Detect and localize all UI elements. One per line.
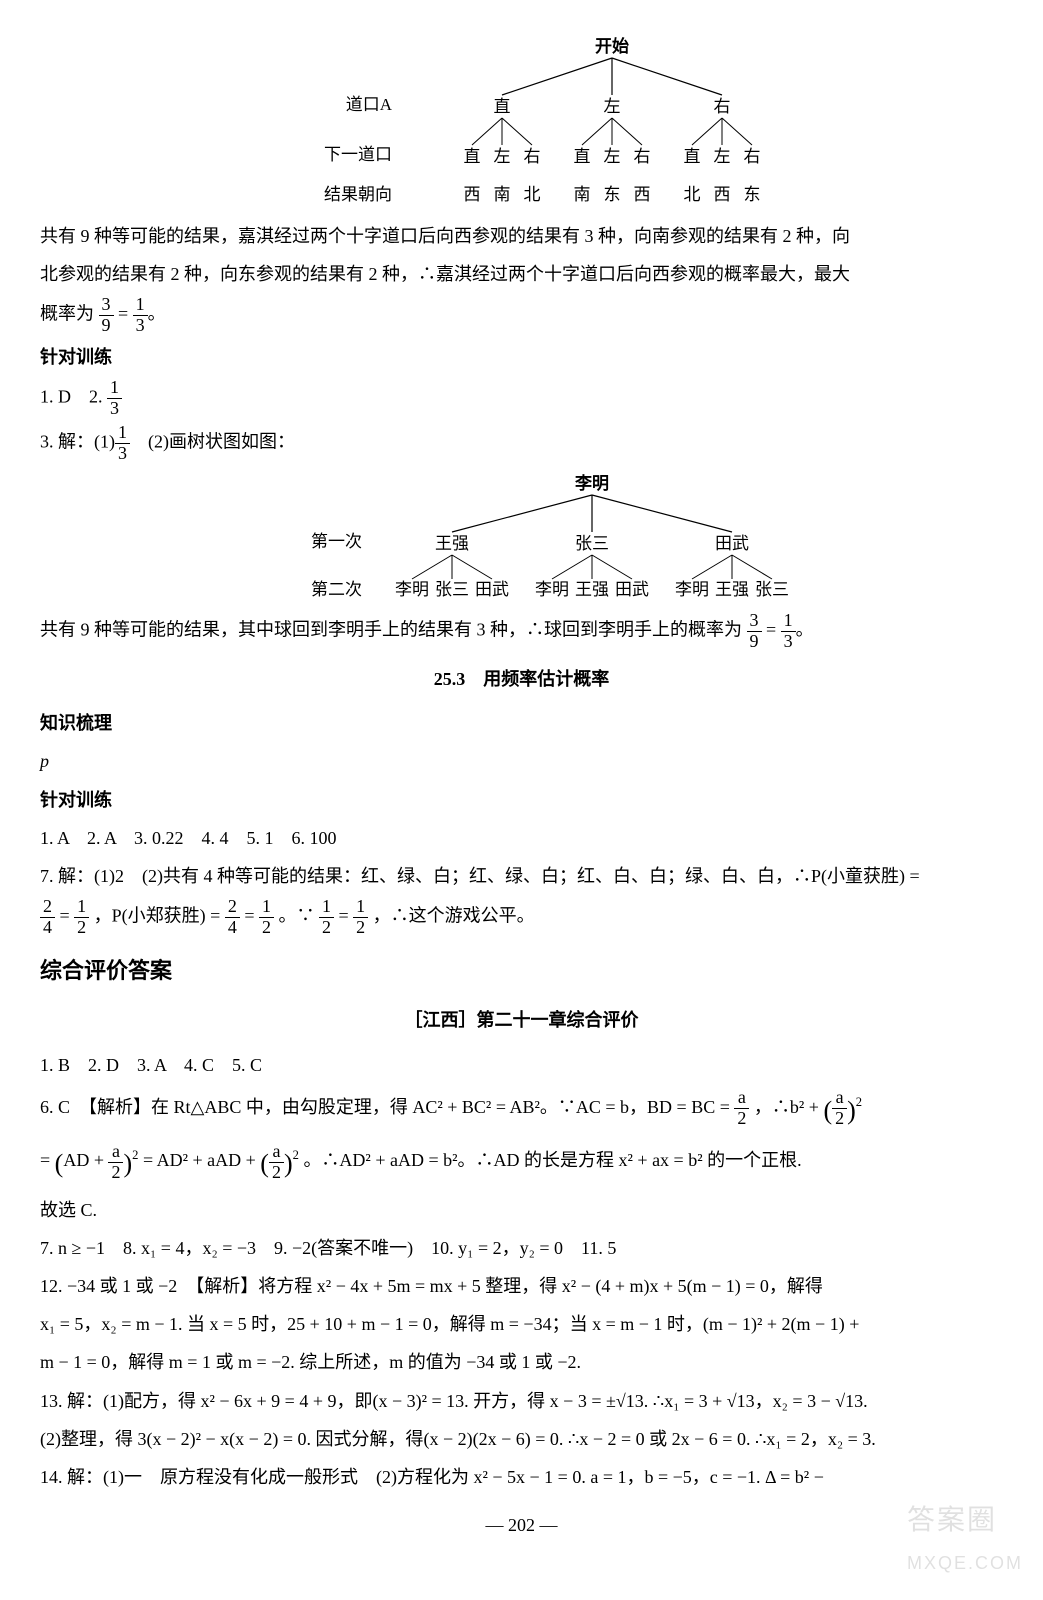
page-number: — 202 — (40, 1508, 1003, 1542)
para1-line-b: 北参观的结果有 2 种，向东参观的结果有 2 种，∴嘉淇经过两个十字道口后向西参… (40, 257, 1003, 291)
training-label-1: 针对训练 (40, 340, 1003, 374)
svg-text:北: 北 (683, 185, 700, 204)
svg-text:右: 右 (633, 147, 650, 166)
q14: 14. 解：(1)一 原方程没有化成一般形式 (2)方程化为 x² − 5x −… (40, 1460, 1003, 1494)
q6-line-b: = (AD + a2)2 = AD² + aAD + (a2)2 。∴AD² +… (40, 1139, 1003, 1188)
svg-text:西: 西 (713, 185, 730, 204)
svg-text:北: 北 (523, 185, 540, 204)
q12-a: 12. −34 或 1 或 −2 【解析】将方程 x² − 4x + 5m = … (40, 1269, 1003, 1303)
svg-text:右: 右 (523, 147, 540, 166)
svg-text:王强: 王强 (715, 580, 749, 599)
svg-text:东: 东 (603, 185, 620, 204)
tree2-root: 李明 (575, 473, 609, 493)
tree2-row2: 第二次 (311, 580, 362, 599)
frac-1-3c: 13 (115, 423, 130, 464)
svg-text:张三: 张三 (575, 534, 609, 553)
frac-1-3a: 13 (133, 295, 148, 336)
svg-text:张三: 张三 (755, 580, 789, 599)
q6-line-a: 6. C 【解析】在 Rt△ABC 中，由勾股定理，得 AC² + BC² = … (40, 1086, 1003, 1135)
svg-text:王强: 王强 (435, 534, 469, 553)
svg-text:田武: 田武 (715, 534, 749, 553)
svg-text:张三: 张三 (435, 580, 469, 599)
svg-text:直: 直 (573, 147, 590, 166)
tree1-l1-2: 右 (713, 97, 730, 116)
p-symbol: p (40, 744, 1003, 778)
line-7-11: 7. n ≥ −1 8. x₁ = 4，x₂ = −3 9. −2(答案不唯一)… (40, 1231, 1003, 1265)
para1-line-c: 概率为 39 = 13。 (40, 295, 1003, 336)
knowledge-label: 知识梳理 (40, 706, 1003, 740)
svg-text:田武: 田武 (475, 580, 509, 599)
frac-3-9: 39 (99, 295, 114, 336)
tree1-row3: 结果朝向 (324, 185, 392, 204)
tree1-row2: 下一道口 (324, 145, 392, 164)
q3-line: 3. 解：(1)13 (2)画树状图如图： (40, 423, 1003, 464)
tree1-l1-1: 左 (603, 97, 620, 116)
svg-text:李明: 李明 (395, 580, 429, 599)
svg-text:西: 西 (633, 185, 650, 204)
tree2-row1: 第一次 (311, 532, 362, 551)
ans-line-1: 1. D 2. 13 (40, 378, 1003, 419)
svg-text:西: 西 (463, 185, 480, 204)
tree1-row1: 道口A (345, 95, 392, 114)
ch21-mc: 1. B 2. D 3. A 4. C 5. C (40, 1048, 1003, 1082)
frac-3-9b: 39 (747, 611, 762, 652)
svg-text:右: 右 (743, 147, 760, 166)
para2: 共有 9 种等可能的结果，其中球回到李明手上的结果有 3 种，∴球回到李明手上的… (40, 611, 1003, 652)
svg-text:东: 东 (743, 185, 760, 204)
tree1-root: 开始 (595, 36, 629, 56)
svg-text:田武: 田武 (615, 580, 649, 599)
tree-diagram-1: 道口A 下一道口 结果朝向 开始 直 左 右 直 左 右 西 南 北 直 左 (212, 30, 832, 215)
svg-text:直: 直 (463, 147, 480, 166)
q7-line-a: 7. 解：(1)2 (2)共有 4 种等可能的结果：红、绿、白；红、绿、白；红、… (40, 859, 1003, 893)
frac-1-3d: 13 (781, 611, 796, 652)
tree1-l1-0: 直 (493, 97, 510, 116)
q13-a: 13. 解：(1)配方，得 x² − 6x + 9 = 4 + 9，即(x − … (40, 1384, 1003, 1418)
svg-text:左: 左 (493, 147, 510, 166)
svg-text:南: 南 (573, 185, 590, 204)
q12-b: x₁ = 5，x₂ = m − 1. 当 x = 5 时，25 + 10 + m… (40, 1307, 1003, 1341)
svg-text:南: 南 (493, 185, 510, 204)
svg-text:王强: 王强 (575, 580, 609, 599)
svg-text:左: 左 (713, 147, 730, 166)
ans-25-3: 1. A 2. A 3. 0.22 4. 4 5. 1 6. 100 (40, 821, 1003, 855)
q12-c: m − 1 = 0，解得 m = 1 或 m = −2. 综上所述，m 的值为 … (40, 1345, 1003, 1379)
svg-text:李明: 李明 (535, 580, 569, 599)
q6-line-c: 故选 C. (40, 1193, 1003, 1227)
ch21-title: ［江西］第二十一章综合评价 (40, 1003, 1003, 1037)
section-25-3: 25.3 用频率估计概率 (40, 662, 1003, 696)
svg-text:左: 左 (603, 147, 620, 166)
big-heading: 综合评价答案 (40, 950, 1003, 992)
svg-text:李明: 李明 (675, 580, 709, 599)
training-label-2: 针对训练 (40, 783, 1003, 817)
frac-1-3b: 13 (107, 378, 122, 419)
q13-b: (2)整理，得 3(x − 2)² − x(x − 2) = 0. 因式分解，得… (40, 1422, 1003, 1456)
para1-line-a: 共有 9 种等可能的结果，嘉淇经过两个十字道口后向西参观的结果有 3 种，向南参… (40, 219, 1003, 253)
svg-text:直: 直 (683, 147, 700, 166)
tree1-l2-g0: 直 左 右 西 南 北 (463, 118, 540, 204)
q7-line-b: 24 = 12 ，P(小郑获胜) = 24 = 12 。∵ 12 = 12 ，∴… (40, 897, 1003, 938)
tree1-l2-g1: 直 左 右 南 东 西 (573, 118, 650, 204)
tree1-l2-g2: 直 左 右 北 西 东 (683, 118, 760, 204)
tree-diagram-2: 第一次 第二次 李明 王强 张三 田武 李明 张三 田武 李明 王强 田武 (212, 467, 832, 607)
